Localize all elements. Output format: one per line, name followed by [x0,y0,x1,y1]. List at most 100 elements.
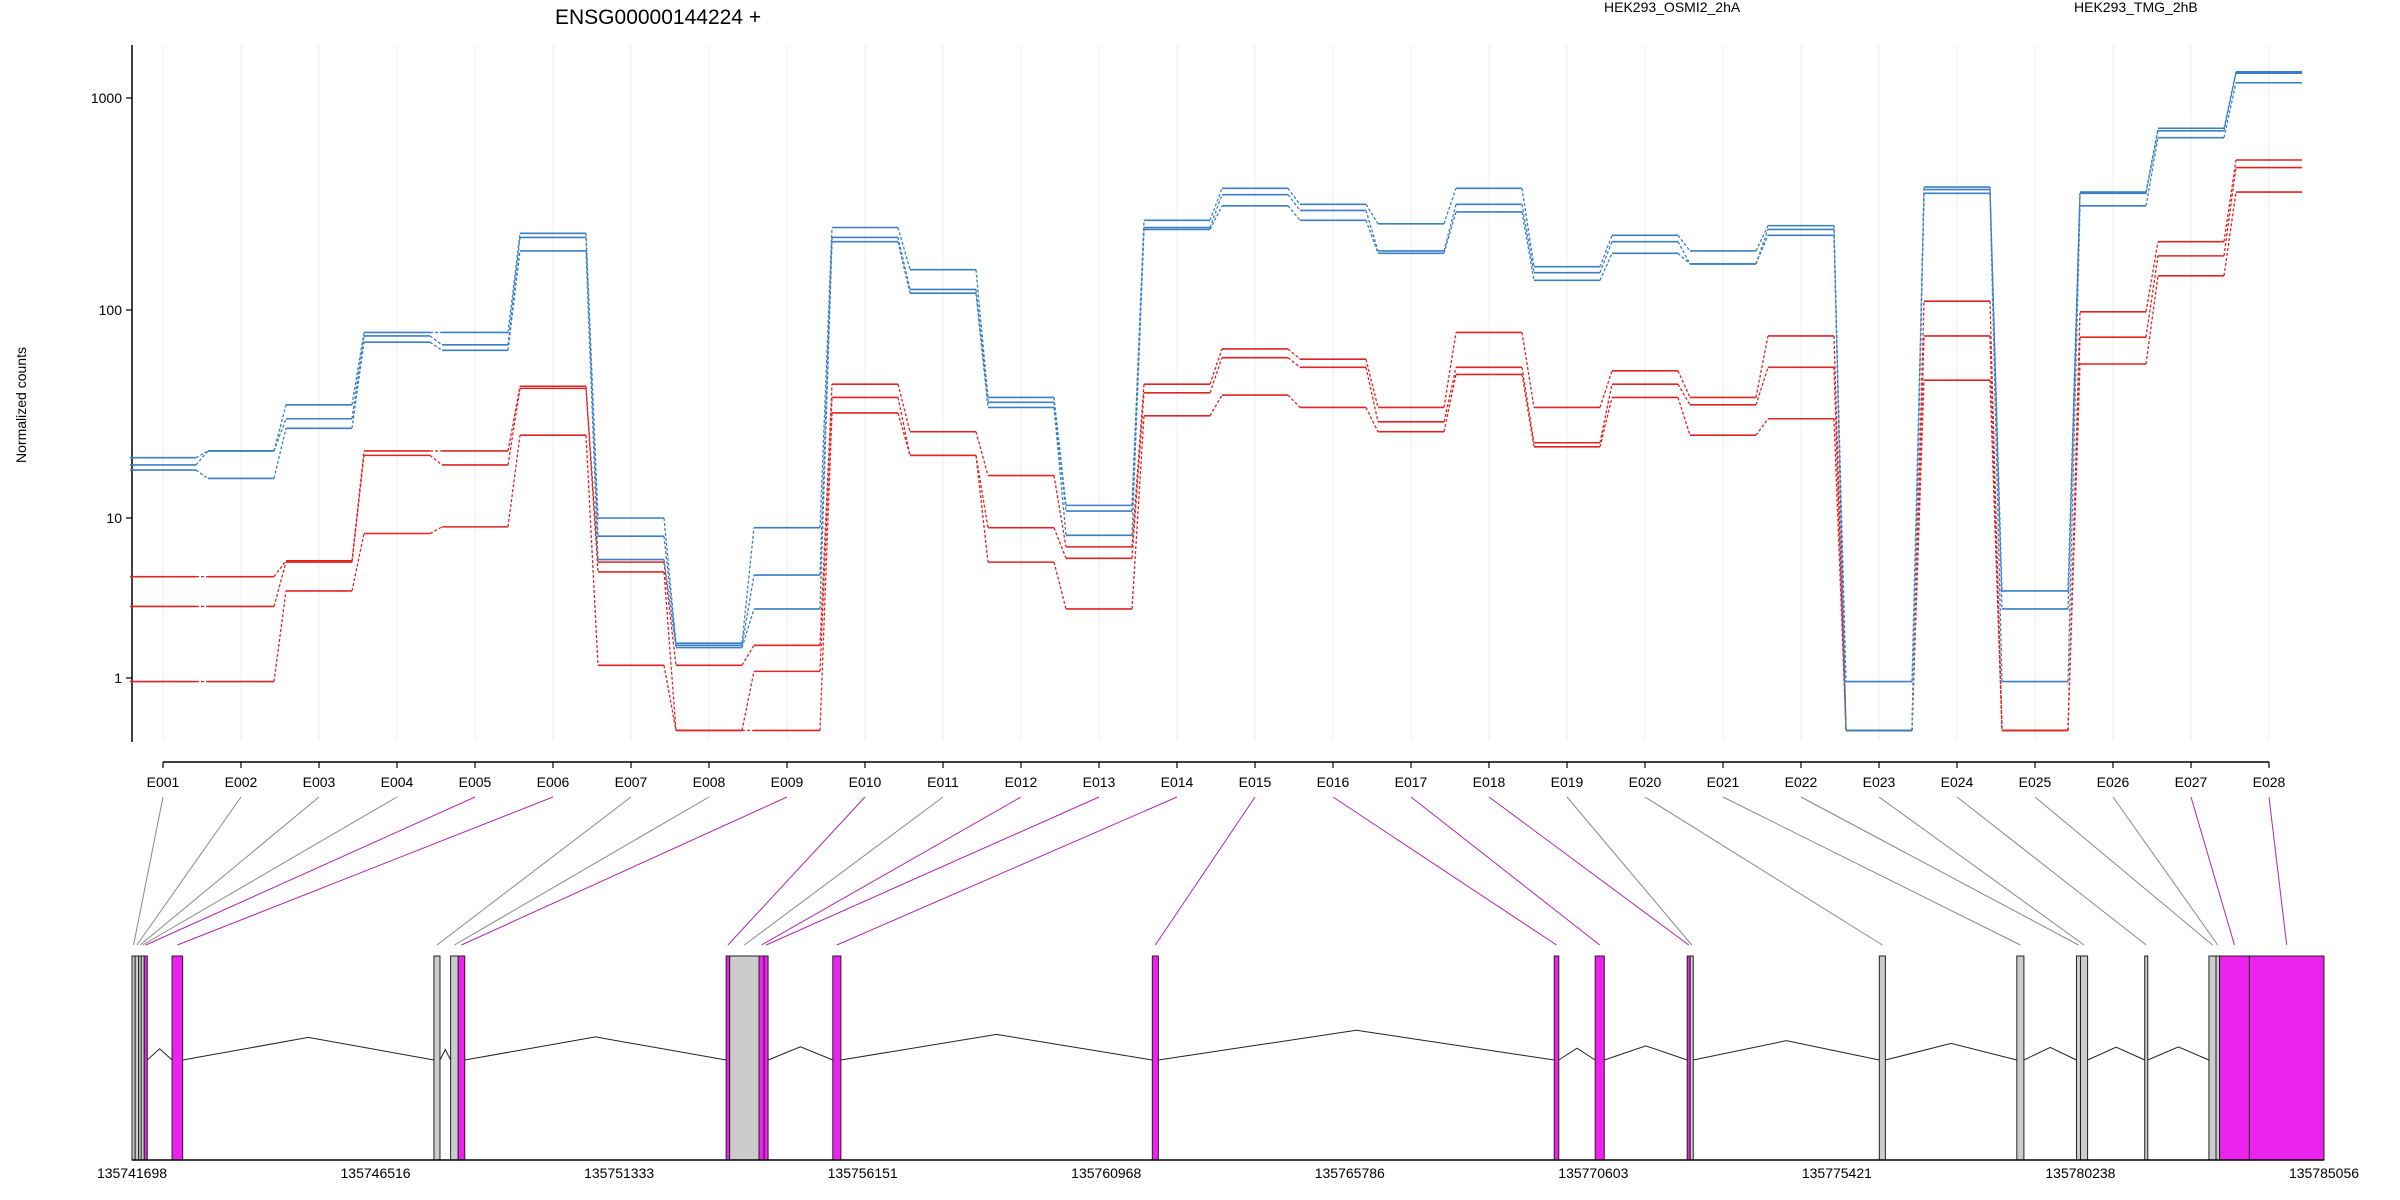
step-connector [1911,380,1925,731]
exon-connector [836,796,1178,946]
exon-connector [1410,796,1601,946]
step-connector [741,608,755,648]
x-tick-label: E003 [303,774,336,790]
step-connector [819,384,833,646]
genome-coordinate-axis: 135741698 135746516 135751333 135756151 1357… [97,1159,2359,1181]
genome-tick-label: 135741698 [97,1165,167,1181]
step-connector [1677,252,1691,265]
exon-box [2075,955,2082,1161]
legend-osmi2: HEK293_OSMI2_2hA [1604,0,1741,15]
exon-box [2248,955,2325,1161]
step-connector [975,293,989,408]
x-tick-label: E021 [1707,774,1740,790]
series-HEK293_OSMI2_2hA [130,166,2302,732]
step-connector [975,269,989,398]
x-tick-label: E018 [1473,774,1506,790]
step-connector [897,237,911,290]
series-HEK293_OSMI2_2hA [130,191,2302,732]
x-tick-label: E016 [1317,774,1350,790]
x-tick-label: E019 [1551,774,1584,790]
step-connector [1521,188,1535,267]
step-connector [585,435,599,666]
step-connector [1287,194,1301,211]
step-connector [819,241,833,610]
step-connector [507,250,521,351]
x-tick-label: E011 [927,774,959,790]
intron-line [1604,1045,1688,1061]
series-step-lines [130,70,2302,732]
step-connector [507,435,521,527]
step-connector [1599,384,1613,443]
exon-box [2144,955,2149,1161]
exon-connector [744,796,944,946]
step-connector [1911,193,1925,682]
step-connector [1443,204,1457,252]
exon-box [2219,955,2250,1161]
step-connector [1599,241,1613,273]
exon-box [2016,955,2025,1161]
step-connector [741,527,755,644]
step-connector [2145,241,2159,312]
x-tick-label: E002 [225,774,258,790]
genome-tick-label: 135760968 [1071,1165,1141,1181]
step-connector [819,412,833,731]
genome-tick-label: 135775421 [1802,1165,1872,1181]
step-connector [1521,374,1535,447]
step-connector [1287,187,1301,205]
exon-box [433,955,441,1161]
x-tick-label: E013 [1083,774,1116,790]
series-HEK293_TMG_2hB [130,81,2302,683]
step-connector [975,431,989,476]
step-connector [351,342,365,429]
exon-box [1151,955,1159,1161]
step-connector [741,574,755,646]
y-tick-label: 1000 [91,90,122,106]
step-connector [663,536,677,646]
exon-connector [1566,796,1693,946]
exon-box [171,955,184,1161]
step-connector [1131,229,1145,536]
step-connector [1755,418,1769,436]
step-connector [2145,137,2159,206]
step-connector [1521,367,1535,443]
x-tick-label: E023 [1863,774,1896,790]
step-connector [1989,335,2003,731]
x-tick-label: E027 [2175,774,2208,790]
step-connector [1131,384,1145,547]
x-tick-label: E025 [2019,774,2052,790]
exon-connector [461,796,788,946]
step-connector [2145,130,2159,194]
exon-connector [142,796,398,946]
step-connector [1053,475,1067,547]
step-connector [1755,367,1769,406]
chart-title: ENSG00000144224 + [555,6,761,29]
step-connector [663,562,677,666]
step-connector [585,386,599,563]
step-connector [429,454,443,466]
step-connector [1365,367,1379,422]
exon-connector [139,796,320,946]
exon-box [832,955,842,1161]
intron-line [2023,1046,2077,1061]
gridlines [162,45,2270,740]
step-connector [1911,301,1925,731]
exon-box [2080,955,2089,1161]
step-connector [1833,235,1847,682]
step-connector [585,233,599,519]
step-connector [351,455,365,563]
genome-tick-label: 135780238 [2045,1165,2115,1181]
step-connector [2223,191,2237,276]
series-HEK293_TMG_2hB [130,70,2302,732]
exon-box [2215,955,2221,1161]
step-connector [507,388,521,466]
step-connector [1599,370,1613,408]
x-tick-label: E001 [147,774,180,790]
step-connector [1053,402,1067,512]
step-connector [1677,383,1691,406]
step-connector [1599,235,1613,267]
step-connector [273,418,287,452]
x-tick-label: E017 [1395,774,1428,790]
step-connector [1443,374,1457,432]
step-connector [1443,367,1457,422]
exon-connector [2190,796,2235,946]
